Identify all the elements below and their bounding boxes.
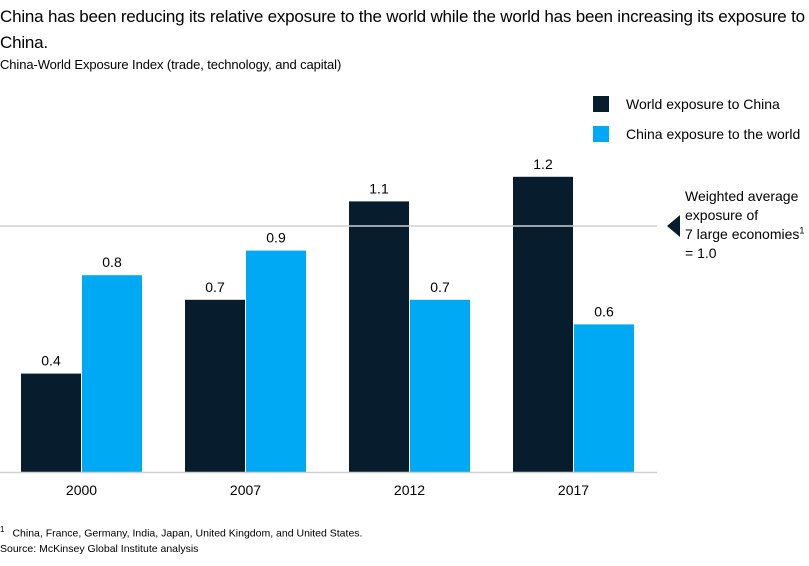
bar-world-exposure-2012 (349, 201, 409, 472)
legend-swatch-world-exposure (593, 96, 609, 112)
data-label-china-exposure-2017: 0.6 (594, 303, 614, 319)
legend-item-world-exposure: World exposure to China (593, 96, 780, 112)
bar-world-exposure-2000 (21, 373, 81, 472)
x-tick-label-2007: 2007 (230, 482, 261, 498)
reference-note-line-1: Weighted average (685, 188, 799, 204)
x-tick-label-2000: 2000 (66, 482, 97, 498)
legend-item-china-exposure: China exposure to the world (593, 126, 800, 142)
footnote: 1 China, France, Germany, India, Japan, U… (0, 525, 362, 540)
footnote-marker-1: 1 (0, 525, 5, 534)
reference-note-line-3-text: 7 large economies (685, 226, 800, 242)
footnote-marker: 1 (799, 225, 805, 236)
data-label-china-exposure-2007: 0.9 (266, 230, 286, 246)
legend-swatch-china-exposure (593, 126, 609, 142)
legend-label-world-exposure: World exposure to China (626, 96, 780, 112)
chart-subtitle: China-World Exposure Index (trade, techn… (0, 57, 342, 72)
bar-world-exposure-2007 (185, 299, 245, 472)
data-label-world-exposure-2017: 1.2 (533, 156, 553, 172)
data-label-world-exposure-2000: 0.4 (41, 353, 61, 369)
source-note: Source: McKinsey Global Institute analys… (0, 543, 199, 555)
data-label-china-exposure-2012: 0.7 (430, 279, 450, 295)
reference-arrow-icon (667, 215, 680, 237)
bar-china-exposure-2000 (82, 275, 142, 472)
bar-china-exposure-2017 (574, 324, 634, 472)
bar-china-exposure-2007 (246, 250, 306, 472)
bar-china-exposure-2012 (410, 299, 470, 472)
reference-note-line-2: exposure of (685, 207, 759, 223)
reference-note-line-4: = 1.0 (685, 245, 717, 261)
x-tick-label-2012: 2012 (394, 482, 425, 498)
legend-label-china-exposure: China exposure to the world (626, 126, 801, 142)
data-label-china-exposure-2000: 0.8 (102, 254, 122, 270)
data-label-world-exposure-2007: 0.7 (205, 279, 225, 295)
reference-line-annotation: Weighted average exposure of 7 large eco… (685, 187, 804, 263)
footnote-text: China, France, Germany, India, Japan, Un… (12, 527, 363, 540)
chart-title: China has been reducing its relative exp… (0, 7, 805, 52)
x-tick-label-2017: 2017 (558, 482, 589, 498)
reference-note-line-3: 7 large economies1 (685, 225, 804, 244)
bar-world-exposure-2017 (513, 176, 573, 473)
data-label-world-exposure-2012: 1.1 (369, 180, 389, 196)
